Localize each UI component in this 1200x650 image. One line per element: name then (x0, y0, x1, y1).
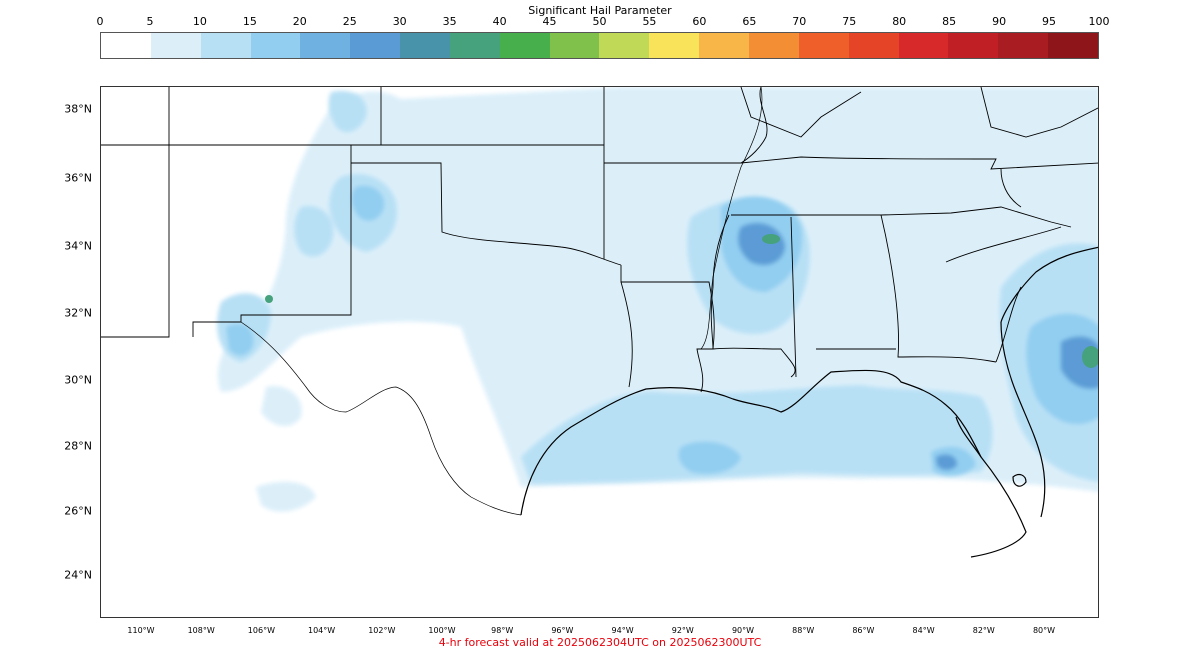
latitude-label: 28°N (64, 439, 92, 453)
state-borders (101, 87, 1098, 393)
longitude-label: 102°W (368, 626, 396, 635)
colorbar-tick-label: 75 (842, 15, 857, 28)
colorbar-tick-label: 40 (492, 15, 507, 28)
latitude-label: 38°N (64, 102, 92, 116)
colorbar-bin (499, 33, 550, 58)
hail-shading-max (265, 234, 1098, 368)
map-panel (100, 86, 1099, 618)
colorbar-tick-label: 15 (242, 15, 257, 28)
longitude-label: 110°W (127, 626, 155, 635)
colorbar-tick-label: 90 (992, 15, 1007, 28)
colorbar-tick-label: 50 (592, 15, 607, 28)
latitude-label: 26°N (64, 504, 92, 518)
longitude-label: 108°W (187, 626, 215, 635)
colorbar (100, 32, 1099, 59)
map-svg (101, 87, 1098, 558)
colorbar-title: Significant Hail Parameter (528, 4, 672, 17)
colorbar-tick-label: 30 (392, 15, 407, 28)
colorbar-bin (350, 33, 401, 58)
colorbar-tick-label: 25 (342, 15, 357, 28)
longitude-label: 88°W (792, 626, 815, 635)
colorbar-bin (748, 33, 799, 58)
colorbar-tick-label: 10 (192, 15, 207, 28)
colorbar-bin (1048, 33, 1098, 58)
colorbar-tick-label: 95 (1042, 15, 1057, 28)
colorbar-bin (998, 33, 1049, 58)
coastline (520, 246, 1098, 558)
colorbar-tick-label: 100 (1088, 15, 1110, 28)
latitude-label: 30°N (64, 373, 92, 387)
longitude-label: 84°W (912, 626, 935, 635)
colorbar-tick-label: 0 (96, 15, 104, 28)
longitude-label: 98°W (491, 626, 514, 635)
latitude-label: 34°N (64, 239, 92, 253)
colorbar-bin (300, 33, 351, 58)
colorbar-tick-label: 45 (542, 15, 557, 28)
colorbar-bin (848, 33, 899, 58)
colorbar-tick-label: 5 (146, 15, 154, 28)
colorbar-tick-label: 60 (692, 15, 707, 28)
colorbar-bin (898, 33, 949, 58)
latitude-label: 36°N (64, 171, 92, 185)
longitude-label: 92°W (671, 626, 694, 635)
longitude-label: 104°W (308, 626, 336, 635)
latitude-label: 24°N (64, 568, 92, 582)
colorbar-tick-label: 65 (742, 15, 757, 28)
colorbar-bin (400, 33, 450, 58)
forecast-footer: 4-hr forecast valid at 2025062304UTC on … (438, 636, 762, 649)
longitude-label: 100°W (428, 626, 456, 635)
longitude-label: 90°W (731, 626, 755, 635)
colorbar-bin (250, 33, 301, 58)
river-borders (240, 87, 763, 516)
longitude-label: 82°W (972, 626, 995, 635)
colorbar-bin (948, 33, 999, 58)
colorbar-bin (649, 33, 700, 58)
colorbar-tick-label: 35 (442, 15, 457, 28)
colorbar-bin (599, 33, 650, 58)
colorbar-bin (150, 33, 201, 58)
colorbar-tick-label: 80 (892, 15, 907, 28)
colorbar-bin (101, 33, 151, 58)
longitude-label: 96°W (551, 626, 574, 635)
colorbar-bin (200, 33, 251, 58)
longitude-label: 94°W (611, 626, 634, 635)
longitude-label: 86°W (852, 626, 875, 635)
colorbar-bin (798, 33, 849, 58)
longitude-label: 106°W (247, 626, 275, 635)
colorbar-tick-label: 20 (292, 15, 307, 28)
colorbar-bin (449, 33, 500, 58)
longitude-label: 80°W (1032, 626, 1056, 635)
colorbar-tick-label: 85 (942, 15, 957, 28)
latitude-label: 32°N (64, 306, 92, 320)
colorbar-tick-label: 70 (792, 15, 807, 28)
colorbar-tick-label: 55 (642, 15, 657, 28)
colorbar-bin (699, 33, 749, 58)
colorbar-bin (549, 33, 600, 58)
